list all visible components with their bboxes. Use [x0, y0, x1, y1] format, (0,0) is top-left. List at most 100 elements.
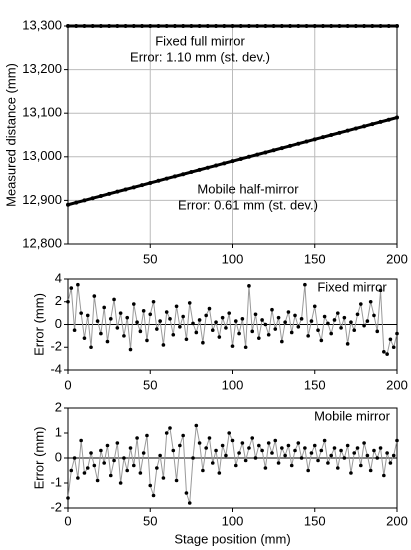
- point: [131, 185, 136, 190]
- point: [210, 328, 215, 332]
- point: [395, 331, 399, 336]
- point: [105, 339, 110, 344]
- point: [230, 344, 235, 348]
- point: [240, 317, 245, 321]
- point: [286, 443, 291, 448]
- point: [148, 312, 153, 317]
- point: [158, 319, 162, 323]
- point: [355, 446, 360, 450]
- point: [365, 319, 370, 323]
- point: [296, 24, 301, 28]
- point: [359, 463, 363, 468]
- point: [352, 328, 357, 332]
- point: [197, 24, 202, 28]
- point: [353, 24, 358, 28]
- point: [174, 478, 179, 483]
- point: [98, 24, 103, 28]
- point: [375, 456, 380, 460]
- point: [395, 24, 399, 28]
- point: [296, 324, 301, 329]
- point: [270, 451, 274, 455]
- point: [135, 320, 139, 325]
- point: [79, 438, 83, 443]
- point: [345, 443, 350, 448]
- point: [189, 24, 194, 28]
- point: [263, 150, 268, 155]
- point: [246, 24, 251, 28]
- point: [197, 441, 202, 445]
- point: [82, 471, 87, 475]
- point: [123, 187, 128, 192]
- point: [257, 336, 261, 340]
- point: [164, 431, 169, 435]
- y-tick-label: 2: [55, 399, 62, 414]
- point: [122, 334, 126, 338]
- point: [69, 286, 74, 290]
- point: [326, 321, 330, 326]
- point: [140, 183, 145, 188]
- point: [316, 458, 320, 463]
- point: [132, 302, 136, 306]
- point: [263, 24, 268, 28]
- point: [329, 453, 334, 458]
- point: [107, 191, 112, 196]
- point: [306, 468, 310, 473]
- point: [156, 178, 161, 183]
- point: [296, 441, 301, 445]
- point: [280, 446, 284, 450]
- y-axis-title: Error (mm): [31, 293, 46, 356]
- point: [164, 310, 169, 314]
- point: [365, 453, 370, 458]
- point: [66, 496, 70, 500]
- point: [161, 343, 166, 347]
- x-tick-label: 150: [304, 513, 326, 528]
- point: [214, 448, 218, 453]
- y-tick-label: 12,900: [22, 192, 62, 207]
- point: [82, 24, 87, 28]
- point: [197, 318, 202, 322]
- point: [309, 319, 314, 323]
- point: [247, 284, 251, 288]
- point: [250, 329, 255, 334]
- point: [145, 433, 149, 438]
- point: [385, 352, 389, 356]
- x-tick-label: 100: [222, 513, 244, 528]
- point: [227, 311, 232, 315]
- point: [319, 448, 324, 453]
- point: [266, 441, 271, 445]
- point: [342, 315, 347, 320]
- point: [339, 448, 343, 453]
- point: [303, 446, 307, 450]
- point: [222, 161, 227, 166]
- point: [382, 350, 386, 354]
- y-tick-label: 4: [55, 270, 62, 285]
- point: [337, 130, 342, 135]
- point: [368, 299, 373, 304]
- y-tick-label: 1: [55, 424, 62, 439]
- point: [158, 453, 162, 458]
- point: [74, 24, 79, 28]
- point: [132, 463, 136, 468]
- point: [194, 423, 199, 428]
- point: [332, 446, 337, 450]
- point: [238, 24, 243, 28]
- point: [201, 468, 205, 473]
- point: [171, 448, 176, 453]
- point: [164, 24, 169, 28]
- x-tick-label: 150: [304, 377, 326, 392]
- point: [92, 463, 97, 468]
- point: [99, 331, 103, 336]
- point: [112, 458, 116, 463]
- point: [243, 458, 248, 463]
- point: [108, 317, 113, 321]
- plot-frame: [67, 407, 398, 509]
- y-tick-label: 13,200: [22, 61, 62, 76]
- annotation: Fixed full mirror: [155, 33, 245, 48]
- point: [122, 456, 126, 460]
- point: [391, 453, 396, 458]
- point: [255, 152, 260, 157]
- point: [378, 24, 383, 28]
- point: [95, 319, 100, 323]
- point: [85, 466, 90, 470]
- annotation: Fixed mirror: [317, 279, 387, 294]
